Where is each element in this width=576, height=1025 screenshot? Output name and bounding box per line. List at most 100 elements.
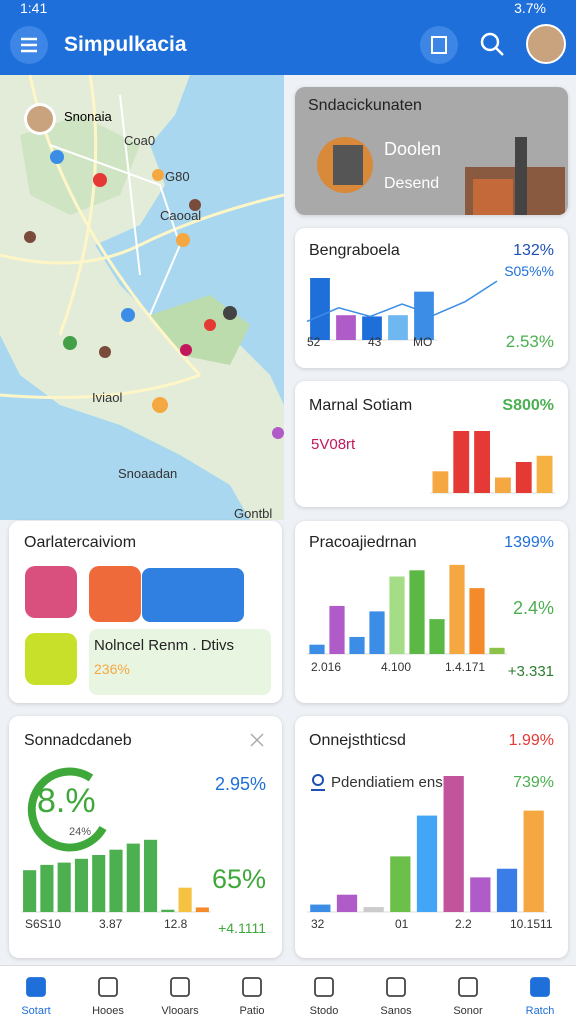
bar <box>23 870 37 912</box>
stat-card[interactable]: Bengraboela 132% S05%% 2.53% 52 43 MO <box>295 228 568 368</box>
nav-icon-shape <box>386 977 406 997</box>
stat-card[interactable]: Marnal Sotiam S800% 5V08rt <box>295 381 568 507</box>
x-label: 2.016 <box>311 660 341 674</box>
note-value: 236% <box>94 661 130 677</box>
nav-item[interactable]: Ratch <box>504 966 576 1025</box>
nav-icon-shape <box>170 977 190 997</box>
app-title: Simpulkacia <box>64 33 187 56</box>
nav-item[interactable]: Patio <box>216 966 288 1025</box>
map-user: Snonaia <box>64 109 112 124</box>
nav-icon <box>98 977 118 997</box>
nav-icon-shape <box>98 977 118 997</box>
map[interactable]: Snonaia Coa0 G80 Caooal Iviaol Snoaadan Gontbl <box>0 75 284 520</box>
bar <box>449 564 465 654</box>
menu-button[interactable] <box>10 26 48 64</box>
stat-card[interactable]: Sonnadcdaneb 8.% 24% 2.95% 65% +4.1111 S… <box>9 716 282 958</box>
nav-label: Sonor <box>453 1005 483 1017</box>
search-button[interactable] <box>478 30 506 58</box>
doc-button[interactable] <box>420 26 458 64</box>
card-sub: 5V08rt <box>311 436 356 453</box>
nav-icon <box>170 977 190 997</box>
map-label: Coa0 <box>124 133 155 148</box>
nav-icon <box>530 977 550 997</box>
stat-card[interactable]: Onnejsthticsd 1.99% Pdendiatiem ense 739… <box>295 716 568 958</box>
card-value: 1399% <box>504 534 554 551</box>
nav-item[interactable]: Hooes <box>72 966 144 1025</box>
card-foot: 739% <box>513 774 554 791</box>
nav-label: Hooes <box>92 1005 124 1017</box>
x-label: 2.2 <box>455 917 472 931</box>
bar <box>489 647 505 654</box>
card-foot: +3.331 <box>507 663 554 680</box>
nav-item[interactable]: Stodo <box>288 966 360 1025</box>
map-label: Caooal <box>160 208 201 223</box>
bar <box>178 887 192 912</box>
bar <box>74 858 89 912</box>
card-title: Onnejsthticsd <box>309 732 406 749</box>
promo-line: Desend <box>384 175 440 192</box>
bar <box>109 849 123 912</box>
card-sub: 2.4% <box>512 598 554 618</box>
stat-card[interactable]: Pracoajiedrnan 1399% 2.4% +3.331 2.016 4.… <box>295 521 568 703</box>
card-title: Marnal Sotiam <box>309 397 413 414</box>
nav-icon-shape <box>458 977 478 997</box>
status-time: 1:41 <box>20 0 48 16</box>
card-value: 2.95% <box>214 774 266 794</box>
card-title: Bengraboela <box>309 242 400 259</box>
card-value: S800% <box>502 397 554 414</box>
card-foot: +4.1111 <box>218 920 266 936</box>
x-label: 43 <box>368 335 382 349</box>
bar <box>536 455 553 493</box>
gauge-sub: 24% <box>69 826 92 838</box>
x-label: MO <box>413 335 432 349</box>
nav-item[interactable]: Sonor <box>432 966 504 1025</box>
person-icon <box>311 774 325 791</box>
x-label: 52 <box>307 335 321 349</box>
app-icon[interactable] <box>89 566 141 622</box>
card-sub: 65% <box>211 864 266 894</box>
x-label: 3.87 <box>99 917 123 931</box>
app-icon[interactable] <box>25 633 77 685</box>
card-title: Sonnadcdaneb <box>24 732 132 749</box>
nav-item[interactable]: Sotart <box>0 966 72 1025</box>
bar <box>409 570 425 654</box>
nav-label: Stodo <box>309 1005 339 1017</box>
note-text: Nolncel Renm . Dtivs <box>94 637 235 654</box>
app-header: 1:41 3.7% Simpulkacia <box>0 0 576 75</box>
app-icon[interactable] <box>142 568 244 622</box>
bar <box>416 815 438 912</box>
map-label: Iviaol <box>92 390 122 405</box>
promo-title: Sndacickunaten <box>308 97 422 114</box>
nav-item[interactable]: Vlooars <box>144 966 216 1025</box>
bar <box>143 839 158 912</box>
nav-item[interactable]: Sanos <box>360 966 432 1025</box>
bar <box>161 909 175 912</box>
bar <box>414 291 434 340</box>
apps-card[interactable]: Oarlatercaiviom Nolncel Renm . Dtivs 236… <box>9 521 282 703</box>
promo-card[interactable]: Sndacickunaten Doolen Desend <box>295 87 568 215</box>
card-foot: 2.53% <box>505 332 554 351</box>
bar <box>388 315 408 340</box>
x-label: 4.100 <box>381 660 411 674</box>
bar <box>495 477 511 493</box>
bar <box>336 894 358 912</box>
bar <box>349 636 365 654</box>
bar <box>470 877 491 912</box>
nav-icon <box>26 977 46 997</box>
map-label: G80 <box>165 169 190 184</box>
avatar[interactable] <box>526 24 566 64</box>
promo-line: Doolen <box>384 139 442 159</box>
card-title: Oarlatercaiviom <box>24 534 137 551</box>
app-icon[interactable] <box>25 566 77 618</box>
nav-icon-shape <box>314 977 334 997</box>
bottom-nav: Sotart Hooes Vlooars Patio Stodo Sanos Sonor Ra… <box>0 965 576 1025</box>
x-label: 1.4.171 <box>445 660 485 674</box>
close-icon[interactable] <box>247 730 267 750</box>
menu-icon <box>21 37 37 53</box>
bar <box>126 843 140 912</box>
note-box <box>89 629 271 695</box>
bar <box>363 907 384 912</box>
bar <box>515 462 532 493</box>
x-label: 10.1511 <box>510 917 553 931</box>
